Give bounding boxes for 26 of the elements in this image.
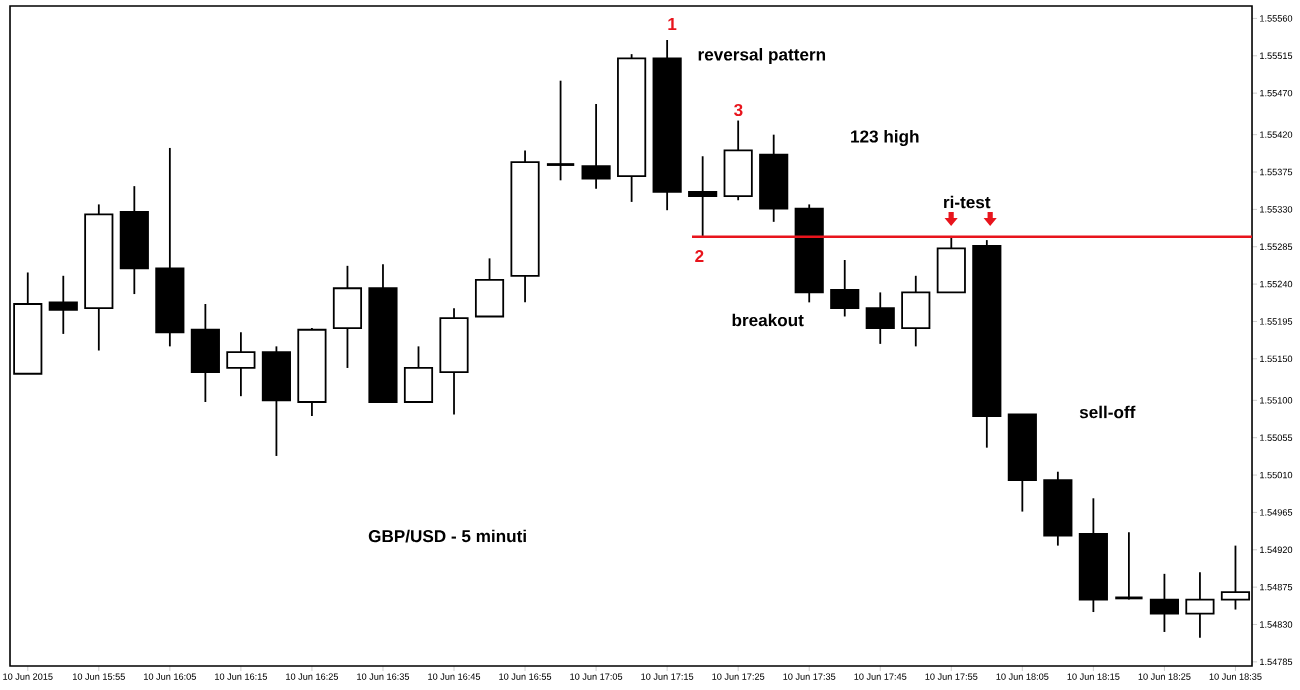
annotation: sell-off	[1079, 405, 1136, 419]
candlestick	[48, 274, 78, 335]
candlestick	[332, 264, 363, 369]
candlestick	[688, 155, 718, 237]
annotation: breakout	[732, 313, 804, 327]
candlestick	[830, 259, 860, 318]
candlestick	[1113, 531, 1144, 601]
annotation: 1	[668, 18, 677, 30]
annotation: reversal pattern	[698, 48, 826, 64]
annotation: ri-test	[944, 195, 991, 209]
candlestick	[581, 103, 611, 190]
candlestick	[226, 331, 256, 398]
annotation: 123 high	[851, 129, 919, 147]
annotation: 2	[695, 250, 704, 262]
candlestick	[474, 257, 505, 318]
candlestick	[1185, 571, 1215, 639]
candlestick	[1149, 572, 1179, 633]
annotation: GBP/USD - 5 minuti	[368, 529, 526, 543]
candlestick	[403, 345, 434, 403]
candlestick	[865, 291, 895, 345]
candlestick	[901, 274, 931, 348]
candlestick	[545, 79, 576, 182]
candlestick	[723, 119, 753, 202]
candlestick	[936, 235, 966, 294]
candlestick	[190, 303, 220, 403]
annotation: 3	[734, 103, 743, 117]
